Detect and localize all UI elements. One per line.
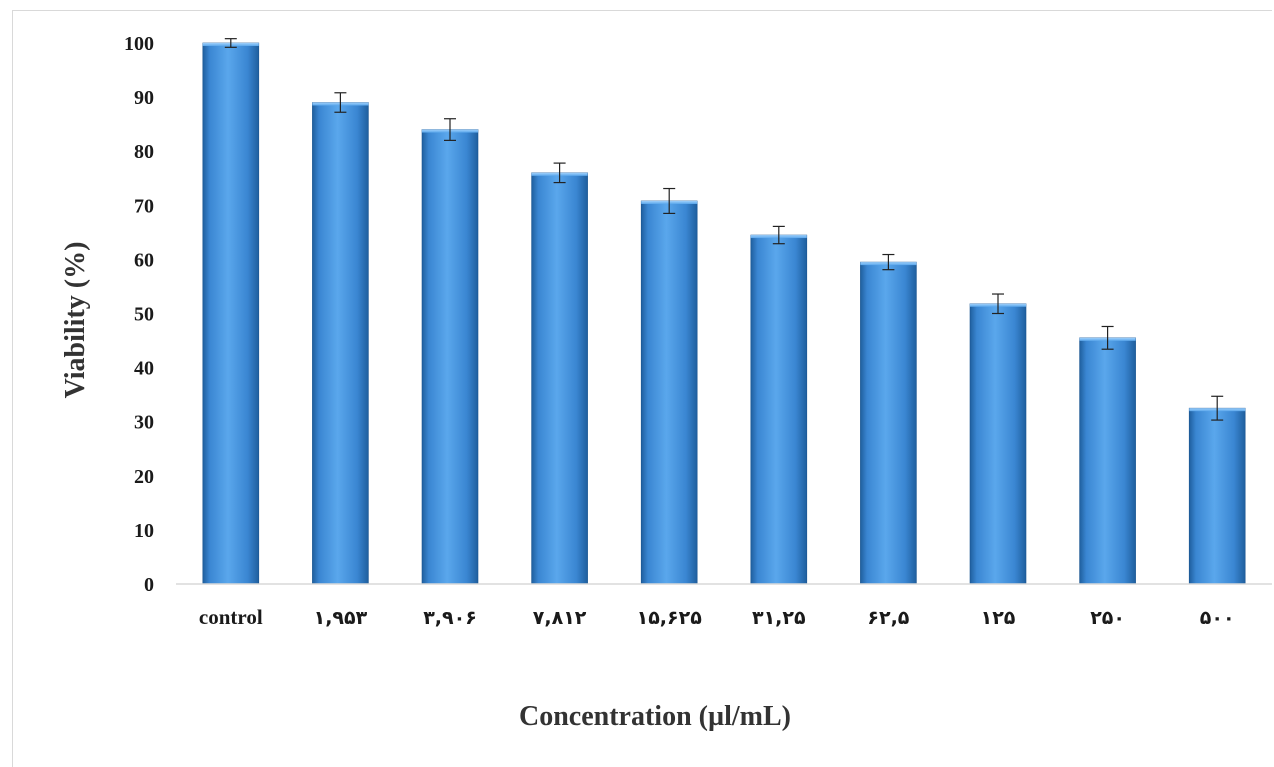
- y-tick-label: 70: [134, 195, 154, 217]
- bar-body: [1188, 407, 1246, 585]
- y-tick-label: 50: [134, 304, 154, 326]
- bar-body: [531, 172, 588, 585]
- y-axis-title: Viability (%): [60, 242, 91, 399]
- x-tick-label: ۶۲,۵: [867, 607, 909, 629]
- bar: [1079, 337, 1136, 585]
- y-tick-label: 60: [134, 249, 154, 271]
- error-bar: [992, 293, 1004, 315]
- x-tick-label: ۷,۸۱۲: [533, 607, 587, 629]
- y-tick-label: 100: [124, 33, 154, 55]
- bar: [640, 200, 698, 585]
- bar-body: [312, 102, 369, 585]
- y-tick-label: 40: [134, 358, 154, 380]
- y-tick-label: 20: [134, 466, 154, 488]
- y-tick-label: 30: [134, 412, 154, 434]
- bar: [969, 303, 1027, 585]
- bar: [312, 102, 369, 585]
- error-bar: [224, 38, 237, 48]
- bar-body: [421, 129, 479, 585]
- error-bar: [663, 187, 676, 215]
- x-tick-label: ۱۵,۶۲۵: [637, 607, 703, 629]
- x-tick-label: control: [199, 605, 263, 629]
- bar: [1188, 407, 1246, 585]
- x-tick-label: ۳,۹۰۶: [423, 607, 477, 629]
- error-bar: [444, 118, 456, 141]
- bar-body: [202, 42, 260, 585]
- x-tick-label: ۵۰۰: [1200, 607, 1235, 629]
- x-tick-label: ۱۲۵: [981, 607, 1016, 629]
- bar: [202, 42, 260, 585]
- bar: [531, 172, 588, 585]
- error-bar: [882, 253, 895, 271]
- y-tick-label: 10: [134, 520, 154, 542]
- bar-body: [1079, 337, 1136, 585]
- error-bar: [772, 225, 785, 245]
- x-axis-title: Concentration (µl/mL): [519, 701, 791, 732]
- bar: [421, 129, 479, 585]
- error-bar: [1211, 395, 1224, 421]
- chart-frame: [12, 10, 1272, 767]
- y-tick-label: 80: [134, 141, 154, 163]
- x-axis-tick-labels: control ۱,۹۵۳ ۳,۹۰۶ ۷,۸۱۲ ۱۵,۶۲۵ ۳۱,۲۵ ۶۲,۵ ۱۲۵…: [199, 605, 1235, 629]
- bar-body: [750, 234, 808, 585]
- x-tick-label: ۳۱,۲۵: [752, 607, 806, 629]
- y-axis-ticks: 0 10 20 30 40 50 60 70 80 90 100: [124, 33, 154, 596]
- error-bar: [1101, 325, 1114, 350]
- y-tick-label: 0: [144, 574, 154, 596]
- x-tick-label: ۱,۹۵۳: [314, 607, 368, 629]
- error-bars: [224, 38, 1224, 421]
- bar-body: [860, 261, 917, 585]
- error-bar: [553, 162, 566, 184]
- bar: [750, 234, 808, 585]
- x-tick-label: ۲۵۰: [1090, 607, 1125, 629]
- y-tick-label: 90: [134, 87, 154, 109]
- error-bar: [334, 92, 347, 113]
- bars: [202, 42, 1246, 585]
- bar-body: [969, 303, 1027, 585]
- bar: [860, 261, 917, 585]
- bar-body: [640, 200, 698, 585]
